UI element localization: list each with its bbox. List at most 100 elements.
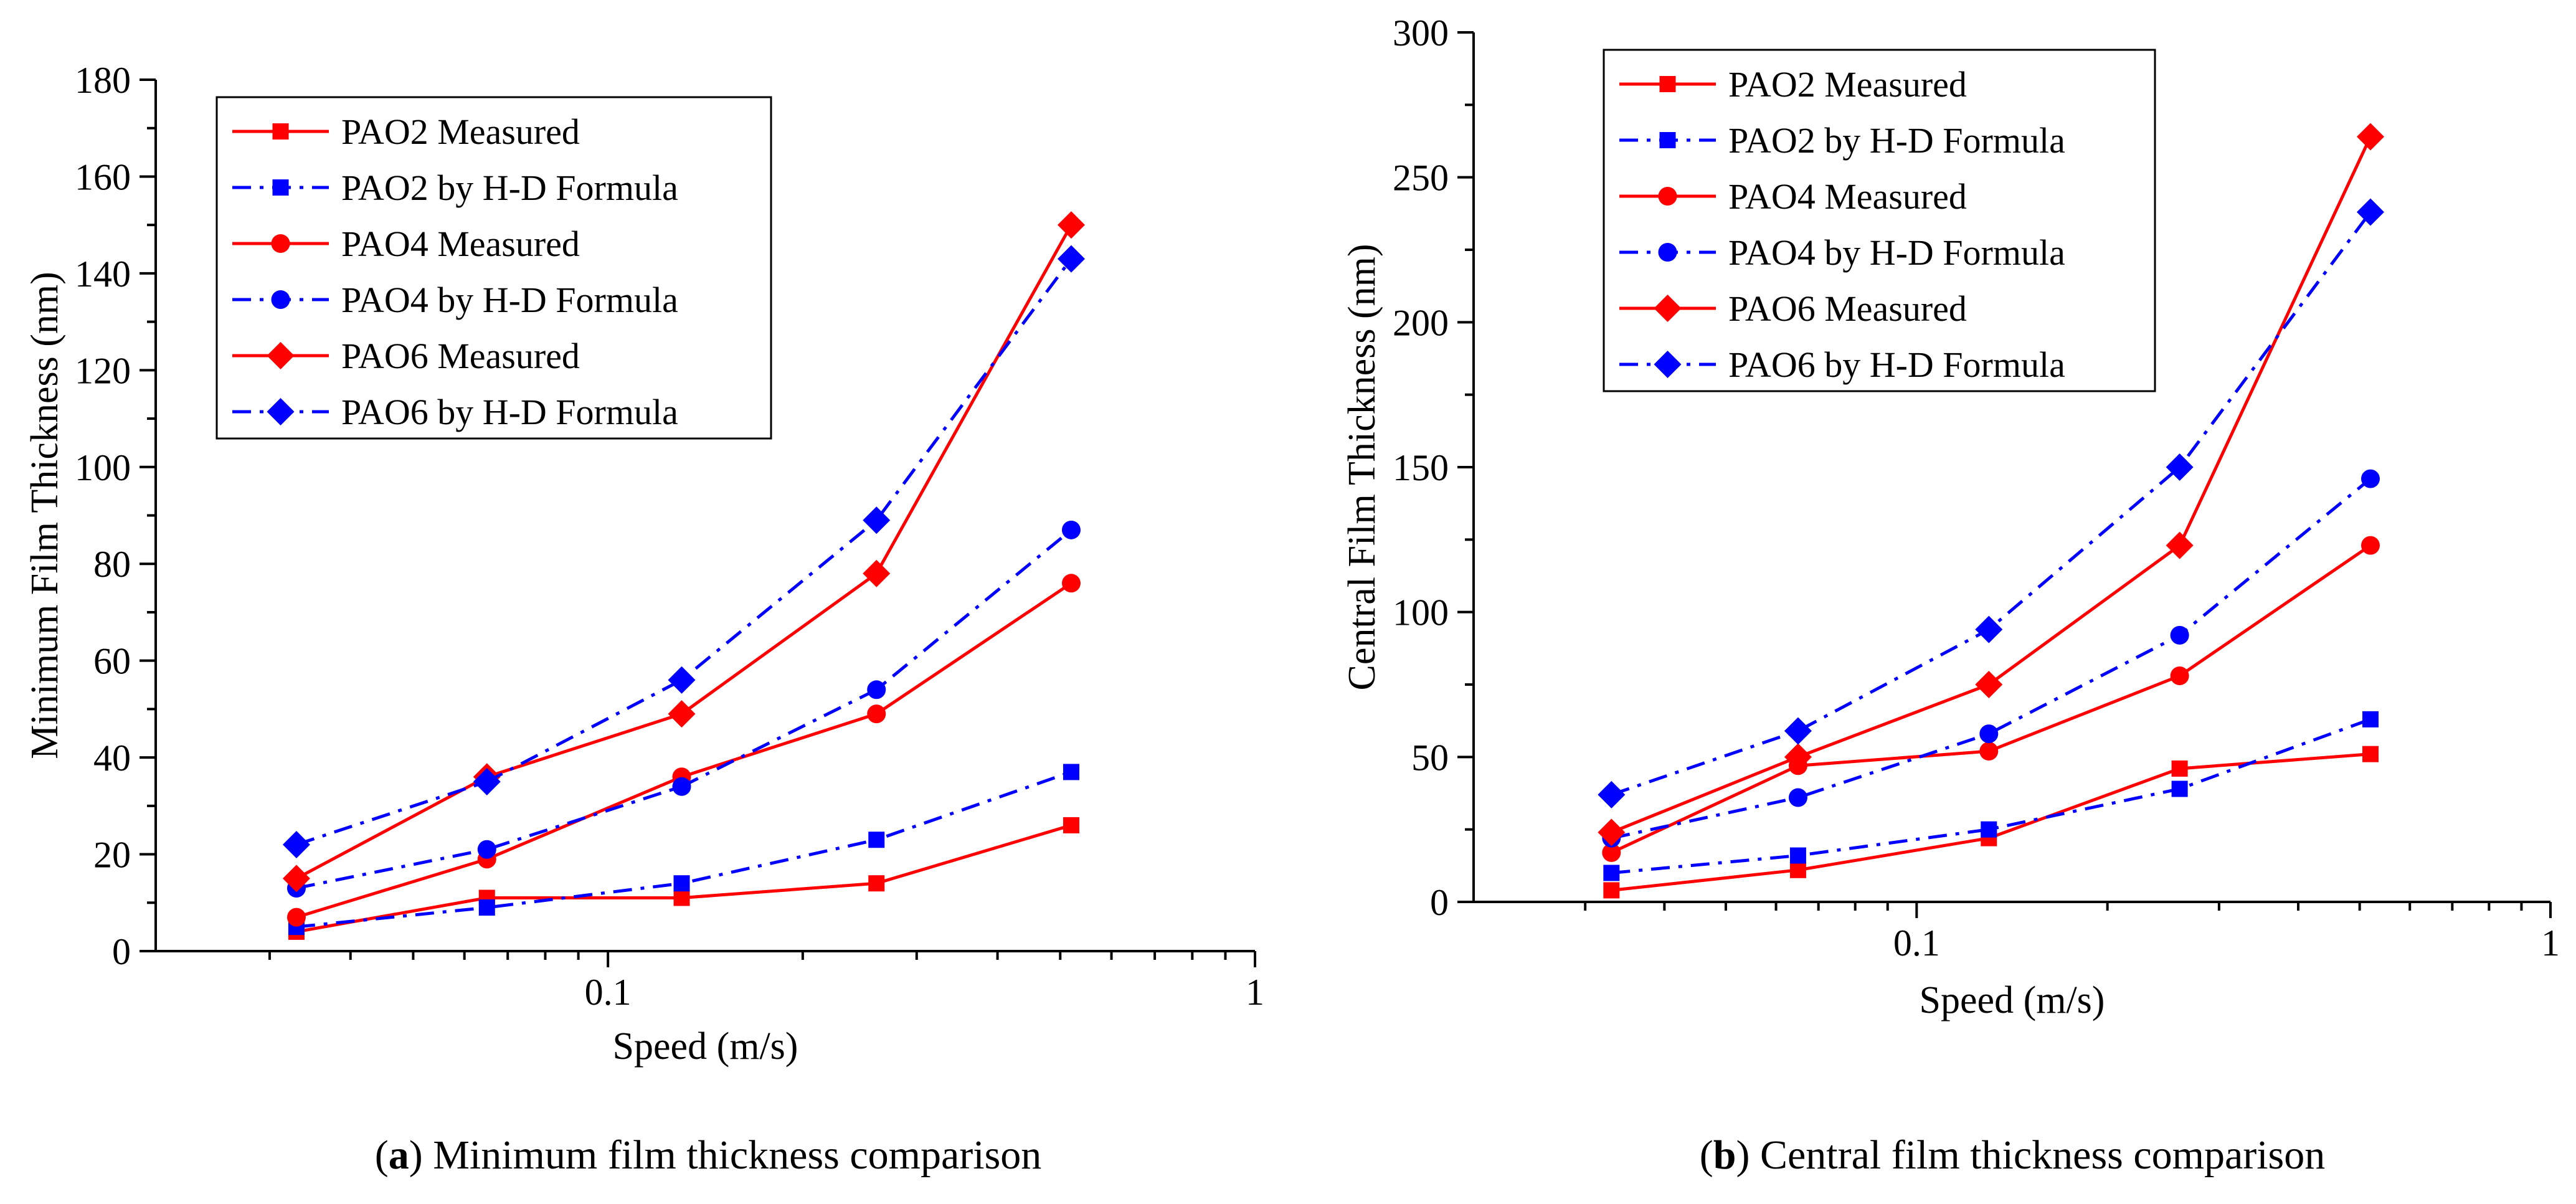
data-point-diamond — [668, 700, 696, 728]
data-point-circle — [1788, 788, 1807, 807]
x-tick-label: 0.1 — [585, 972, 632, 1013]
data-point-diamond — [473, 767, 501, 795]
y-tick-label: 40 — [93, 737, 131, 779]
data-point-diamond — [2166, 453, 2194, 481]
figure-caption: (a) Minimum film thickness comparison — [375, 1132, 1042, 1178]
data-point-square — [2362, 711, 2379, 728]
series-line — [296, 582, 1073, 919]
y-tick-label: 200 — [1393, 302, 1449, 343]
legend-label: PAO4 Measured — [1728, 176, 1967, 217]
data-point-circle — [1979, 742, 1999, 761]
data-point-diamond — [863, 559, 891, 587]
data-point-diamond — [282, 865, 310, 893]
caption-close-paren: ) — [409, 1132, 423, 1178]
legend-box — [215, 96, 772, 440]
y-tick-label: 140 — [75, 254, 131, 295]
y-tick-label: 150 — [1393, 447, 1449, 488]
data-point-circle — [1061, 574, 1081, 593]
data-point-square — [868, 832, 885, 848]
data-point-circle — [867, 680, 886, 699]
data-point-square — [868, 875, 885, 892]
y-tick-label: 100 — [75, 447, 131, 488]
legend-marker-circle — [271, 290, 290, 309]
data-point-square — [2171, 780, 2188, 797]
data-point-diamond — [1057, 245, 1085, 273]
data-point-square — [1603, 865, 1620, 881]
caption-label: a — [389, 1132, 409, 1178]
legend-marker-diamond — [1654, 351, 1682, 378]
data-point-square — [478, 899, 495, 916]
series-pao4-measured — [1602, 536, 2380, 862]
legend-label: PAO6 Measured — [1728, 288, 1967, 329]
caption-open-paren: ( — [375, 1132, 389, 1178]
caption-text: Minimum film thickness comparison — [423, 1132, 1042, 1178]
x-tick-label: 0.1 — [1893, 922, 1940, 964]
caption-close-paren: ) — [1736, 1132, 1750, 1178]
data-point-diamond — [1057, 211, 1085, 239]
data-point-diamond — [2166, 531, 2194, 559]
y-tick-label: 120 — [75, 350, 131, 391]
y-tick-label: 60 — [93, 641, 131, 682]
data-point-circle — [2361, 536, 2380, 555]
x-tick-label: 1 — [1246, 972, 1264, 1013]
data-point-circle — [2170, 666, 2189, 686]
legend-marker-circle — [1658, 243, 1677, 262]
legend-box — [1603, 49, 2156, 392]
series-pao4-measured — [286, 574, 1081, 927]
data-point-diamond — [1975, 671, 2003, 698]
data-point-diamond — [1598, 818, 1626, 846]
data-point-circle — [286, 908, 306, 927]
x-tick-label: 1 — [2541, 922, 2560, 964]
y-axis-label: Central Film Thickness (nm) — [1341, 244, 1383, 691]
data-point-square — [1603, 882, 1620, 899]
legend-label: PAO4 by H-D Formula — [1728, 232, 2065, 273]
data-point-square — [1063, 764, 1079, 780]
data-point-diamond — [1975, 615, 2003, 643]
legend-marker-diamond — [267, 398, 295, 425]
legend: PAO2 Measured PAO2 by H-D Formula PAO4 Mea… — [1603, 49, 2156, 392]
legend-label: PAO2 by H-D Formula — [1728, 120, 2065, 161]
legend-label: PAO2 Measured — [1728, 64, 1967, 105]
data-point-diamond — [1784, 717, 1812, 745]
chart-panel-a: 0 20 40 60 80 100 120 140 160 180 0.1 1 Speed (m/s) M… — [24, 60, 1264, 1178]
figure-caption: (b) Central film thickness comparison — [1700, 1132, 2326, 1178]
legend-label: PAO6 Measured — [341, 336, 580, 376]
y-tick-label: 100 — [1393, 592, 1449, 633]
legend-label: PAO2 by H-D Formula — [341, 168, 678, 208]
legend-label: PAO6 by H-D Formula — [341, 392, 678, 432]
caption-text: Central film thickness comparison — [1750, 1132, 2325, 1178]
caption-label: b — [1713, 1132, 1736, 1178]
series-pao6-measured — [282, 211, 1085, 893]
y-tick-label: 250 — [1393, 158, 1449, 199]
series-line — [1611, 544, 2372, 855]
data-point-square — [673, 875, 690, 892]
x-axis-label: Speed (m/s) — [613, 1025, 798, 1068]
data-point-circle — [477, 840, 496, 859]
data-point-diamond — [282, 831, 310, 859]
data-point-square — [1981, 821, 1997, 838]
legend-marker-square — [1659, 132, 1676, 148]
data-point-circle — [1979, 724, 1999, 744]
series-pao6-by-h-d-formula — [282, 245, 1085, 859]
y-tick-label: 0 — [112, 931, 131, 972]
data-point-circle — [2170, 625, 2189, 645]
data-point-diamond — [668, 666, 696, 694]
data-point-diamond — [2356, 123, 2384, 151]
series-line — [1611, 718, 2371, 875]
legend-marker-circle — [1658, 187, 1677, 206]
y-tick-label: 20 — [93, 835, 131, 876]
data-point-diamond — [1784, 743, 1812, 771]
series-line — [296, 258, 1073, 846]
legend-marker-square — [272, 179, 289, 196]
data-point-square — [1789, 847, 1806, 864]
legend-label: PAO2 Measured — [341, 111, 580, 152]
data-point-diamond — [863, 506, 891, 534]
y-tick-label: 300 — [1393, 12, 1449, 54]
y-axis-label: Minimum Film Thickness (nm) — [24, 272, 66, 759]
y-tick-label: 0 — [1430, 882, 1449, 923]
data-point-square — [1789, 861, 1806, 878]
legend-marker-square — [1659, 76, 1676, 92]
chart-panel-b: 0 50 100 150 200 250 300 0.1 1 Speed (m/s) Central… — [1341, 12, 2560, 1178]
y-tick-label: 160 — [75, 156, 131, 197]
